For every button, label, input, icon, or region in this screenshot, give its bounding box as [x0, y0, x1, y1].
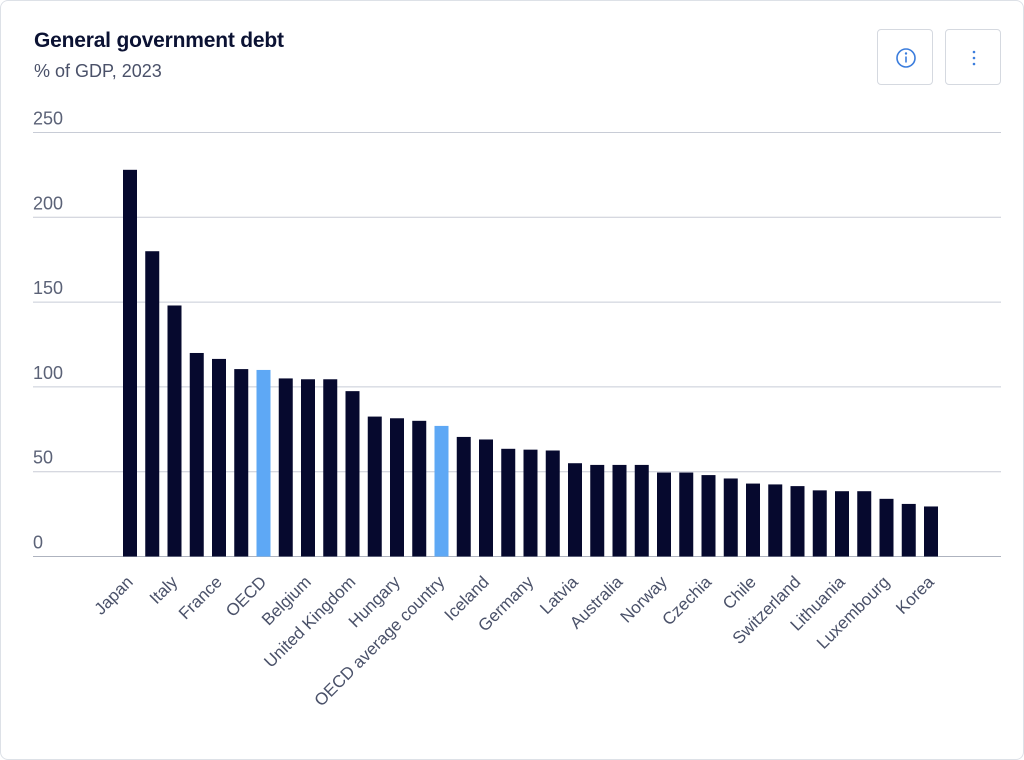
bar[interactable] — [657, 472, 671, 557]
bar[interactable] — [835, 491, 849, 557]
bar[interactable] — [212, 358, 226, 557]
bar[interactable] — [501, 448, 516, 557]
bar[interactable] — [412, 420, 427, 557]
bar[interactable] — [123, 169, 137, 557]
bar[interactable] — [456, 436, 471, 557]
bar[interactable] — [301, 379, 315, 557]
bar[interactable] — [390, 418, 404, 557]
y-tick-label: 200 — [33, 193, 63, 213]
bar[interactable] — [367, 416, 382, 557]
x-tick-label: Czechia — [658, 572, 715, 629]
chart-subtitle: % of GDP, 2023 — [34, 61, 162, 81]
bar[interactable] — [590, 464, 605, 557]
bar[interactable] — [234, 369, 249, 557]
bar[interactable] — [679, 472, 694, 557]
x-tick-label: France — [175, 572, 226, 623]
bar[interactable] — [723, 478, 738, 557]
bar[interactable] — [612, 464, 627, 557]
x-tick-label: Italy — [146, 572, 182, 608]
bar[interactable] — [812, 490, 827, 557]
bar[interactable] — [901, 503, 916, 557]
x-tick-label: Chile — [719, 572, 760, 613]
y-tick-label: 150 — [33, 278, 63, 298]
bar[interactable] — [278, 378, 293, 557]
x-tick-label: Japan — [91, 572, 137, 618]
chart-title: General government debt — [34, 29, 284, 52]
bar[interactable] — [434, 425, 449, 557]
bar[interactable] — [879, 498, 894, 557]
bar[interactable] — [256, 369, 271, 557]
bar[interactable] — [790, 486, 805, 557]
more-options-button[interactable] — [945, 29, 1001, 85]
bar[interactable] — [701, 475, 716, 557]
bar[interactable] — [145, 251, 160, 557]
bar[interactable] — [857, 491, 872, 557]
more-vertical-icon — [972, 50, 976, 66]
y-tick-label: 250 — [33, 109, 63, 129]
info-icon — [896, 48, 916, 68]
x-tick-label: Korea — [892, 572, 938, 618]
info-button[interactable] — [877, 29, 933, 85]
bar[interactable] — [523, 449, 538, 557]
bar[interactable] — [568, 463, 582, 557]
bar[interactable] — [345, 391, 360, 557]
bar[interactable] — [323, 379, 338, 557]
bar[interactable] — [167, 305, 182, 557]
y-tick-label: 100 — [33, 363, 63, 383]
bar[interactable] — [479, 439, 493, 557]
y-tick-label: 0 — [33, 533, 43, 553]
bar[interactable] — [746, 483, 760, 557]
bar[interactable] — [768, 484, 783, 557]
bar[interactable] — [189, 352, 204, 557]
bar[interactable] — [924, 506, 938, 557]
bar[interactable] — [545, 450, 560, 557]
bar[interactable] — [634, 464, 649, 557]
y-tick-label: 50 — [33, 448, 53, 468]
